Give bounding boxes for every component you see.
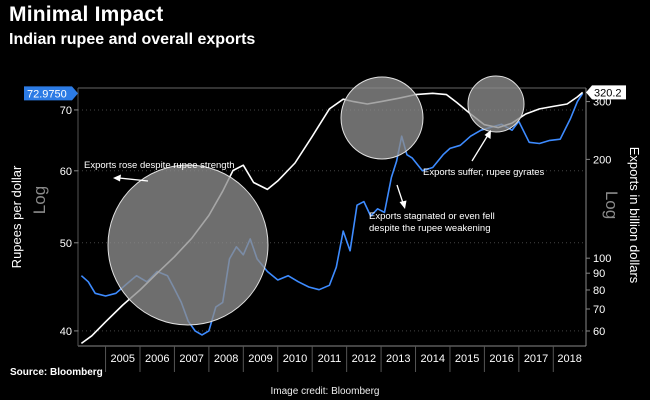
right-tick-label: 100 xyxy=(593,253,611,265)
x-tick-label: 2007 xyxy=(179,353,203,365)
highlight-circle-2016 xyxy=(467,75,525,133)
annotation-arrow-stagnated xyxy=(396,184,404,204)
x-tick-label: 2017 xyxy=(524,353,548,365)
annotation-arrowhead-stagnated xyxy=(399,200,407,209)
chart-title: Minimal Impact xyxy=(9,3,164,26)
image-credit: Image credit: Bloomberg xyxy=(270,386,380,397)
x-tick-label: 2018 xyxy=(557,353,581,365)
x-tick-label: 2015 xyxy=(455,353,479,365)
right-tick-label: 300 xyxy=(593,97,611,109)
x-tick-label: 2013 xyxy=(386,353,410,365)
x-tick-label: 2005 xyxy=(111,353,135,365)
x-tick-label: 2011 xyxy=(318,353,342,365)
left-axis-scale-label: Log xyxy=(30,186,49,214)
right-axis-scale-label: Log xyxy=(602,191,621,219)
x-tick-label: 2014 xyxy=(420,353,444,365)
right-axis-label: Exports in billion dollars xyxy=(627,147,642,284)
highlight-circle-2006-2009 xyxy=(107,164,269,326)
left-axis-label: Rupees per dollar xyxy=(9,165,24,268)
right-tick-label: 90 xyxy=(593,268,605,280)
right-tick-label: 80 xyxy=(593,285,605,297)
annotation-stagnated-line-1: Exports stagnated or even fell xyxy=(369,211,495,222)
exports-last-value-label: 320.2 xyxy=(594,87,622,99)
x-tick-label: 2016 xyxy=(489,353,513,365)
annotation-rupee-strength: Exports rose despite rupee strength xyxy=(84,160,235,171)
rupee-last-value-label: 72.9750 xyxy=(27,88,67,100)
x-tick-label: 2012 xyxy=(352,353,376,365)
annotation-arrowhead-rupee-strength xyxy=(113,174,121,182)
right-tick-label: 70 xyxy=(593,304,605,316)
chart-subtitle: Indian rupee and overall exports xyxy=(9,31,256,48)
left-tick-label: 40 xyxy=(60,326,72,338)
left-tick-label: 60 xyxy=(60,166,72,178)
x-tick-label: 2009 xyxy=(248,353,272,365)
highlight-circle-2013 xyxy=(340,76,424,160)
left-tick-label: 50 xyxy=(60,238,72,250)
exports-last-value-badge xyxy=(586,85,626,100)
annotation-arrow-rupee-strength xyxy=(118,177,149,182)
x-tick-label: 2006 xyxy=(145,353,169,365)
annotation-stagnated-line-2: despite the rupee weakening xyxy=(369,223,490,234)
annotation-arrowhead-gyrates xyxy=(484,130,491,139)
x-tick-label: 2008 xyxy=(214,353,238,365)
left-tick-label: 70 xyxy=(60,105,72,117)
annotation-gyrates: Exports suffer, rupee gyrates xyxy=(423,167,545,178)
x-tick-label: 2010 xyxy=(283,353,307,365)
right-tick-label: 200 xyxy=(593,154,611,166)
rupee-last-value-badge xyxy=(24,86,78,101)
annotation-stagnated: Exports stagnated or even fell despite th… xyxy=(369,211,495,234)
source-note: Source: Bloomberg xyxy=(10,367,103,378)
right-tick-label: 60 xyxy=(593,326,605,338)
annotation-arrow-gyrates xyxy=(471,134,489,162)
